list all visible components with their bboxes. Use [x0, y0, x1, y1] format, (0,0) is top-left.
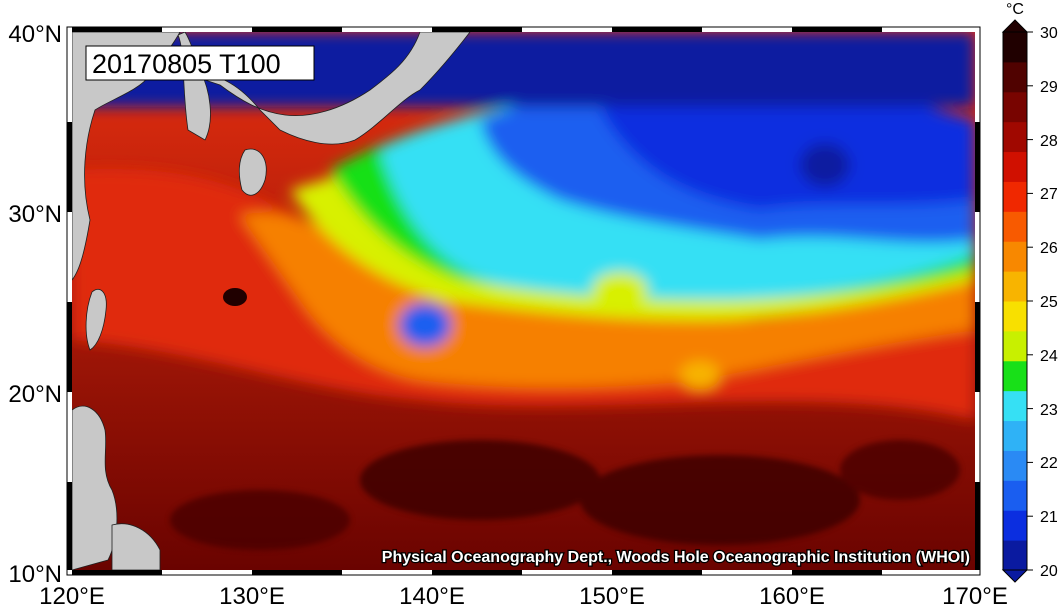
colorbar-swatch: [1003, 330, 1027, 362]
colorbar-swatch: [1003, 271, 1027, 302]
colorbar-label: 30: [1040, 25, 1058, 42]
colorbar-label: 21: [1040, 509, 1058, 526]
lon-label: 150°E: [579, 583, 645, 610]
colorbar-swatch: [1003, 91, 1027, 123]
credit-text: Physical Oceanography Dept., Woods Hole …: [382, 549, 970, 566]
longitude-labels: 120°E 130°E 140°E 150°E 160°E 170°E: [39, 583, 1008, 610]
colorbar-swatch: [1003, 360, 1027, 392]
colorbar-label: 22: [1040, 455, 1058, 472]
colorbar-swatch: [1003, 181, 1027, 212]
lat-label: 10°N: [8, 561, 62, 588]
colorbar-label: 29: [1040, 79, 1058, 96]
temperature-field: [72, 32, 975, 570]
lon-label: 130°E: [219, 583, 285, 610]
colorbar-label: 27: [1040, 186, 1058, 203]
colorbar-label: 28: [1040, 133, 1058, 150]
colorbar-swatch: [1003, 510, 1027, 541]
colorbar-swatches: [1002, 31, 1033, 571]
colorbar-swatch: [1003, 32, 1027, 63]
lat-label: 40°N: [8, 21, 62, 48]
colorbar-label: 25: [1040, 294, 1058, 311]
colorbar-label: 24: [1040, 348, 1058, 365]
colorbar-label: 23: [1040, 402, 1058, 419]
colorbar-swatch: [1003, 151, 1027, 182]
lat-label: 20°N: [8, 381, 62, 408]
colorbar-swatch: [1003, 450, 1027, 481]
colorbar-swatch: [1003, 211, 1027, 242]
latitude-labels: 40°N 30°N 20°N 10°N: [8, 21, 62, 588]
lon-label: 140°E: [399, 583, 465, 610]
lon-label: 120°E: [39, 583, 105, 610]
colorbar-bottom-arrow: [1001, 569, 1029, 583]
colorbar-top-arrow: [1001, 19, 1029, 33]
lon-label: 170°E: [942, 583, 1008, 610]
colorbar-swatch: [1003, 540, 1027, 571]
colorbar-swatch: [1003, 241, 1027, 272]
colorbar-swatch: [1003, 61, 1027, 93]
colorbar-label: 26: [1040, 240, 1058, 257]
map-frame: [66, 26, 981, 576]
colorbar-swatch: [1003, 480, 1027, 511]
lon-label: 160°E: [759, 583, 825, 610]
colorbar: °C 30 29 28 27 26 25 24 23 22 21 20: [1001, 1, 1058, 583]
colorbar-swatch: [1003, 121, 1027, 153]
colorbar-swatch: [1003, 301, 1027, 332]
colorbar-units: °C: [1006, 1, 1024, 18]
title-text: 20170805 T100: [92, 49, 281, 79]
colorbar-swatch: [1003, 420, 1027, 451]
colorbar-label: 20: [1040, 563, 1058, 580]
colorbar-swatch: [1003, 390, 1027, 422]
lat-label: 30°N: [8, 201, 62, 228]
colorbar-labels: 30 29 28 27 26 25 24 23 22 21 20: [1040, 25, 1058, 580]
map-title: 20170805 T100: [85, 45, 315, 81]
